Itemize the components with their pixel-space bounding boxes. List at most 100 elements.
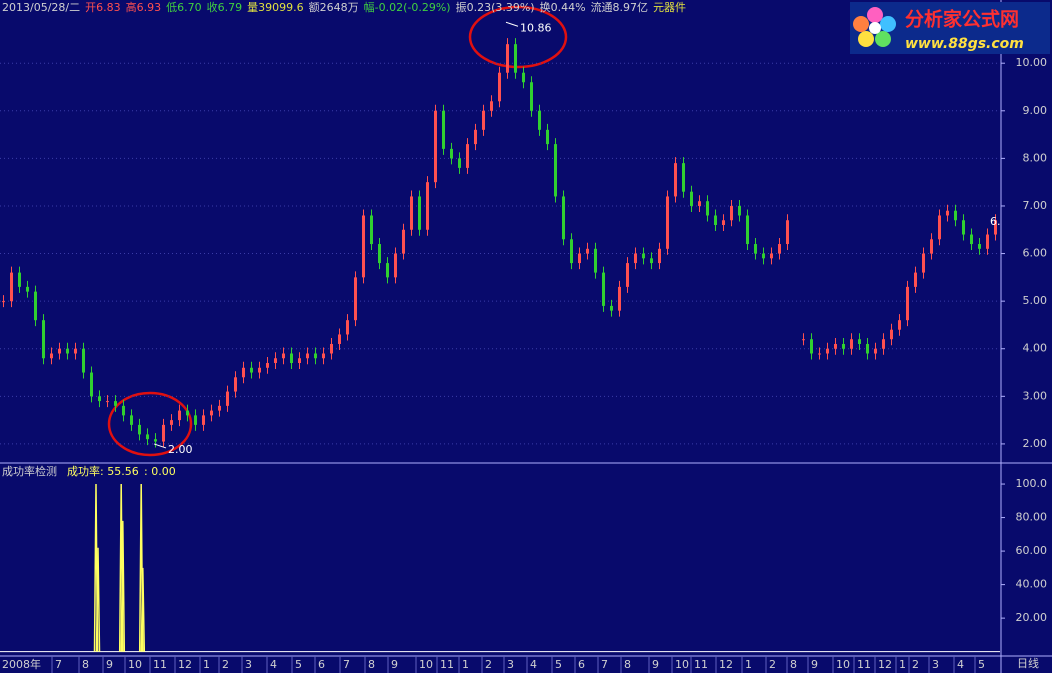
indicator-label: : 0.00 bbox=[144, 465, 176, 478]
candle bbox=[722, 220, 725, 226]
candle bbox=[346, 320, 349, 335]
candle bbox=[26, 286, 29, 292]
indicator-spike bbox=[140, 567, 146, 652]
candle bbox=[330, 343, 333, 354]
candle bbox=[442, 110, 445, 149]
candle bbox=[626, 263, 629, 287]
indicator-spike bbox=[120, 520, 126, 652]
x-tick-label: 2 bbox=[769, 658, 776, 671]
x-tick-label: 11 bbox=[440, 658, 454, 671]
candle bbox=[90, 372, 93, 397]
candle bbox=[954, 210, 957, 221]
x-tick-label: 4 bbox=[270, 658, 277, 671]
x-tick-label: 11 bbox=[153, 658, 167, 671]
candle bbox=[562, 196, 565, 240]
x-tick-label: 10 bbox=[836, 658, 850, 671]
candle bbox=[786, 220, 789, 245]
candle bbox=[978, 244, 981, 249]
candle bbox=[290, 353, 293, 364]
candle bbox=[658, 248, 661, 264]
candle bbox=[962, 220, 965, 235]
header-item: 收6.79 bbox=[207, 0, 243, 14]
candle bbox=[298, 358, 301, 364]
x-tick-label: 5 bbox=[555, 658, 562, 671]
candle bbox=[418, 196, 421, 230]
candle bbox=[42, 320, 45, 359]
candle bbox=[394, 253, 397, 278]
x-tick-label: 7 bbox=[55, 658, 62, 671]
petal bbox=[853, 16, 869, 32]
candle bbox=[506, 44, 509, 73]
candle bbox=[58, 348, 61, 354]
candle bbox=[34, 291, 37, 321]
candle bbox=[210, 410, 213, 416]
y-tick-label: 4.00 bbox=[1023, 342, 1048, 355]
x-tick-label: 2008年 bbox=[2, 657, 41, 671]
y-tick-label: 40.00 bbox=[1016, 578, 1048, 591]
candle bbox=[234, 377, 237, 392]
petal bbox=[858, 31, 874, 47]
candle bbox=[986, 234, 989, 249]
candle bbox=[266, 363, 269, 368]
y-tick-label: 6.00 bbox=[1023, 247, 1048, 260]
candle bbox=[106, 401, 109, 403]
candle bbox=[530, 82, 533, 111]
candle bbox=[906, 286, 909, 321]
candle bbox=[138, 424, 141, 435]
candle bbox=[874, 348, 877, 354]
candle bbox=[938, 215, 941, 240]
candle bbox=[738, 205, 741, 216]
annotation: 10.86 bbox=[520, 21, 552, 34]
indicator-label: 成功率: 55.56 bbox=[67, 464, 139, 478]
candle bbox=[578, 253, 581, 264]
x-tick-label: 3 bbox=[245, 658, 252, 671]
candle bbox=[322, 353, 325, 359]
candle bbox=[274, 358, 277, 364]
header-item: 低6.70 bbox=[166, 1, 202, 14]
period-label: 日线 bbox=[1017, 656, 1039, 670]
x-tick-label: 11 bbox=[857, 658, 871, 671]
candle bbox=[642, 253, 645, 259]
candle bbox=[426, 182, 429, 230]
x-tick-label: 1 bbox=[203, 658, 210, 671]
header-item: 高6.93 bbox=[126, 0, 162, 14]
x-tick-label: 11 bbox=[694, 658, 708, 671]
highlight-circle bbox=[468, 5, 568, 69]
candle bbox=[570, 239, 573, 264]
header-item: 2013/05/28/二 bbox=[2, 1, 80, 14]
candle bbox=[730, 205, 733, 221]
x-tick-label: 8 bbox=[624, 658, 631, 671]
x-tick-label: 4 bbox=[530, 658, 537, 671]
candle bbox=[2, 301, 5, 303]
candle bbox=[498, 72, 501, 102]
candle bbox=[314, 353, 317, 359]
x-tick-label: 2 bbox=[222, 658, 229, 671]
candle bbox=[698, 201, 701, 206]
logo-title: 分析家公式网 bbox=[905, 8, 1019, 31]
indicator-spike bbox=[95, 547, 101, 652]
y-tick-label: 3.00 bbox=[1023, 389, 1048, 402]
candle bbox=[354, 277, 357, 321]
x-tick-label: 1 bbox=[899, 658, 906, 671]
candle bbox=[458, 158, 461, 168]
candle bbox=[634, 253, 637, 264]
candle bbox=[218, 405, 221, 411]
candle bbox=[514, 44, 517, 73]
candle bbox=[714, 215, 717, 226]
candle bbox=[122, 405, 125, 416]
petal-center bbox=[869, 22, 881, 34]
candle bbox=[594, 248, 597, 273]
header-item: 额2648万 bbox=[309, 1, 359, 14]
logo-url: www.88gs.com bbox=[905, 36, 1024, 52]
candle bbox=[146, 434, 149, 440]
candle bbox=[922, 253, 925, 273]
candle bbox=[866, 343, 869, 354]
candle bbox=[898, 320, 901, 330]
candle bbox=[306, 353, 309, 359]
y-tick-label: 60.00 bbox=[1016, 544, 1048, 557]
candle bbox=[754, 244, 757, 254]
y-tick-label: 8.00 bbox=[1023, 151, 1048, 164]
candle bbox=[522, 72, 525, 83]
